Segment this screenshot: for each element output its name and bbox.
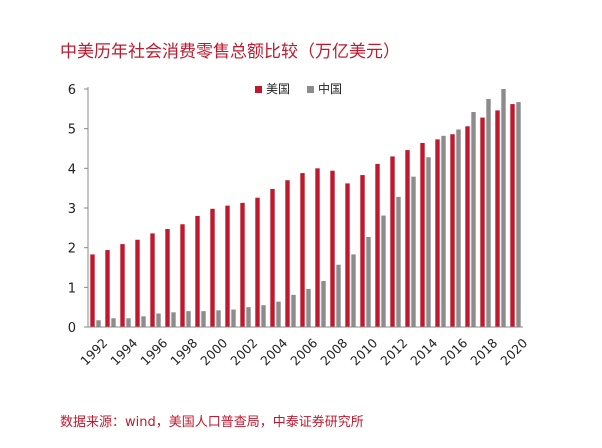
bar-us-2020 [510, 104, 515, 327]
bar-us-2002 [240, 202, 245, 327]
bar-cn-2017 [471, 112, 476, 327]
x-tick-label: 2006 [287, 335, 320, 368]
x-tick-label: 2004 [257, 335, 290, 368]
y-tick-label: 0 [68, 321, 76, 336]
bar-us-2004 [270, 188, 275, 327]
bar-cn-2003 [261, 305, 266, 327]
bar-cn-1992 [96, 320, 101, 327]
bar-us-1992 [90, 254, 95, 327]
bar-cn-1995 [141, 316, 146, 327]
bar-cn-2000 [216, 310, 221, 327]
x-tick-label: 1994 [107, 335, 140, 368]
bar-cn-1998 [186, 311, 191, 327]
bar-cn-2009 [351, 254, 356, 327]
bar-us-2014 [420, 142, 425, 327]
x-tick-label: 2000 [197, 335, 230, 368]
bar-cn-2002 [246, 307, 251, 327]
y-tick-label: 6 [68, 83, 76, 98]
bar-us-2001 [225, 205, 230, 327]
x-tick-label: 1996 [137, 335, 170, 368]
x-tick-label: 1992 [77, 335, 110, 368]
bar-us-1993 [105, 250, 110, 327]
y-tick-label: 4 [68, 162, 76, 177]
bar-us-2018 [480, 117, 485, 327]
bar-us-2015 [435, 139, 440, 327]
bar-cn-2007 [321, 280, 326, 327]
bar-cn-2012 [396, 196, 401, 327]
bar-cn-2014 [426, 157, 431, 327]
bar-cn-2016 [456, 129, 461, 327]
bars [90, 89, 521, 327]
bar-cn-1996 [156, 313, 161, 327]
source-note: 数据来源：wind，美国人口普查局，中泰证券研究所 [60, 415, 364, 430]
bar-us-2007 [315, 168, 320, 327]
bar-us-2012 [390, 156, 395, 327]
x-tick-label: 2002 [227, 335, 260, 368]
bar-us-2011 [375, 163, 380, 327]
legend-label-us: 美国 [266, 82, 290, 96]
x-tick-label: 2020 [497, 335, 530, 368]
bar-us-2013 [405, 150, 410, 327]
bar-cn-2018 [486, 98, 491, 327]
x-tick-label: 2014 [407, 335, 440, 368]
bar-cn-2005 [291, 294, 296, 327]
bar-cn-2013 [411, 176, 416, 327]
bar-us-2009 [345, 183, 350, 327]
bar-us-2008 [330, 170, 335, 327]
legend: 美国 中国 [255, 81, 342, 96]
bar-cn-2008 [336, 264, 341, 327]
y-tick-label: 2 [68, 242, 76, 257]
x-tick-label: 2012 [377, 335, 410, 368]
y-tick-label: 3 [68, 202, 76, 217]
x-tick-label: 2018 [467, 335, 500, 368]
bar-cn-2004 [276, 301, 281, 327]
bar-cn-2011 [381, 215, 386, 327]
bar-us-2005 [285, 180, 290, 327]
legend-label-cn: 中国 [318, 81, 342, 96]
bar-us-2019 [495, 110, 500, 327]
bar-cn-1994 [126, 318, 131, 327]
bar-us-1996 [150, 233, 155, 327]
bar-us-2016 [450, 134, 455, 327]
bar-cn-2015 [441, 135, 446, 327]
bar-us-2006 [300, 173, 305, 327]
bar-cn-2010 [366, 236, 371, 327]
legend-swatch-cn [307, 86, 314, 93]
bar-cn-2020 [516, 102, 521, 327]
x-tick-label: 1998 [167, 335, 200, 368]
chart-title: 中美历年社会消费零售总额比较（万亿美元） [60, 42, 400, 62]
x-tick-label: 2016 [437, 335, 470, 368]
bar-us-2000 [210, 208, 215, 327]
y-tick-label: 5 [68, 123, 76, 138]
legend-swatch-us [255, 86, 262, 93]
y-tick-label: 1 [68, 281, 76, 296]
bar-us-1999 [195, 215, 200, 327]
bar-cn-1993 [111, 318, 116, 327]
bar-cn-1997 [171, 312, 176, 327]
bar-us-2003 [255, 197, 260, 327]
bar-cn-1999 [201, 311, 206, 327]
y-axis: 0 1 2 3 4 5 6 [68, 83, 89, 336]
bar-us-2017 [465, 126, 470, 327]
x-tick-label: 2008 [317, 335, 350, 368]
bar-us-2010 [360, 175, 365, 327]
x-axis: 1992199419961998200020022004200620082010… [77, 326, 530, 368]
bar-us-1998 [180, 224, 185, 327]
bar-us-1995 [135, 239, 140, 327]
bar-us-1994 [120, 244, 125, 327]
bar-cn-2019 [501, 89, 506, 327]
bar-us-1997 [165, 229, 170, 327]
bar-cn-2001 [231, 309, 236, 327]
x-tick-label: 2010 [347, 335, 380, 368]
bar-cn-2006 [306, 288, 311, 327]
